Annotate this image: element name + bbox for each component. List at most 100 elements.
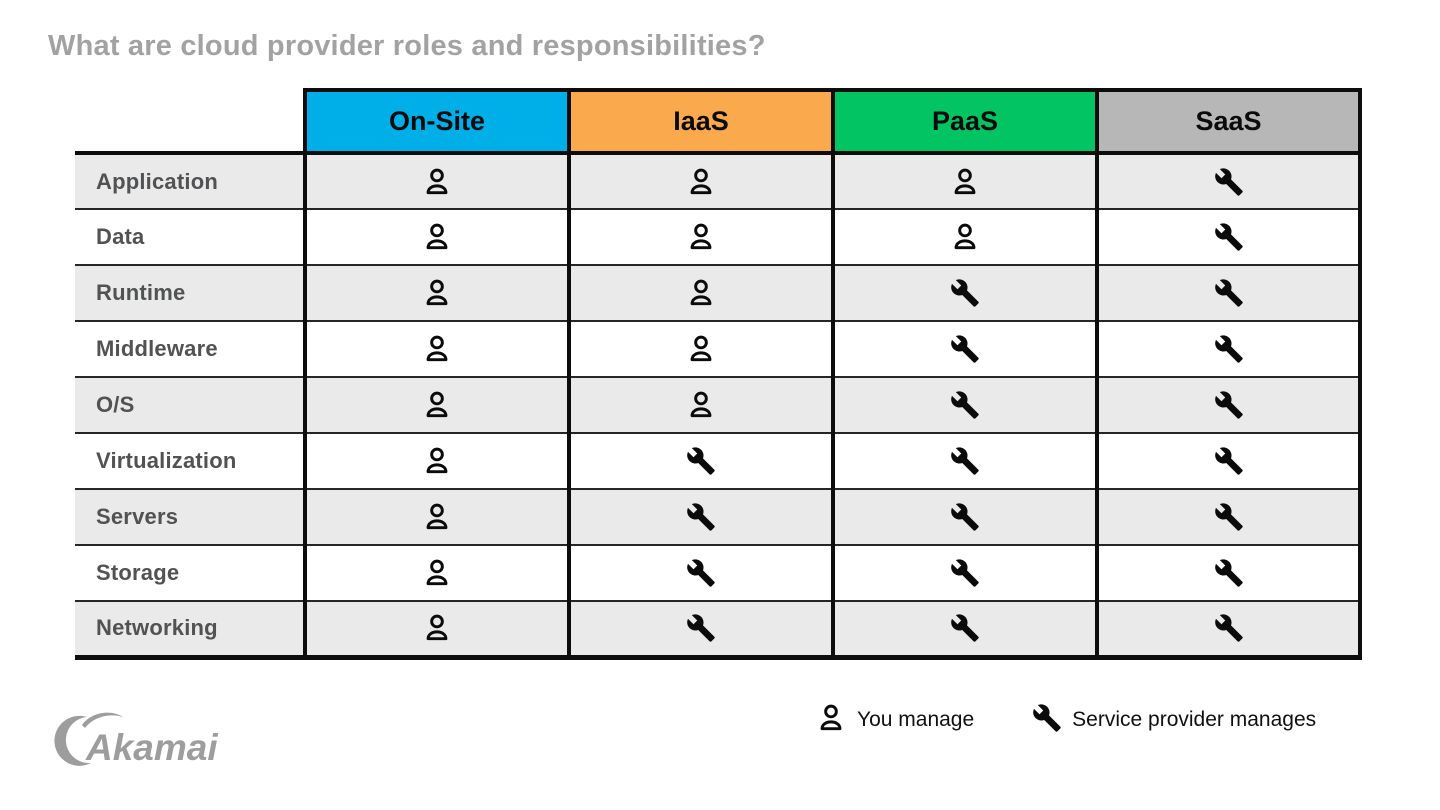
matrix-cell-provider-manage [1095,432,1362,489]
wrench-icon [1033,703,1061,732]
wrench-icon [951,335,979,363]
legend: You manage Service provider manages [815,700,1316,740]
svg-text:Akamai: Akamai [85,727,218,768]
row-label: Virtualization [75,432,305,489]
wrench-icon [951,559,979,587]
wrench-icon [951,447,979,475]
wrench-icon [951,614,979,642]
wrench-icon [951,391,979,419]
matrix-cell-provider-manage [831,320,1097,377]
matrix-cell-provider-manage [831,264,1097,321]
matrix-cell-provider-manage [831,432,1097,489]
row-label: Networking [75,600,305,660]
row-label: Servers [75,488,305,545]
person-icon [690,223,712,250]
matrix-cell-you-manage [303,151,569,209]
matrix-cell-you-manage [303,320,569,377]
matrix-cell-provider-manage [831,544,1097,601]
person-icon [426,391,448,418]
legend-label: You manage [857,708,975,731]
table-row: Runtime [75,264,1362,321]
table-row: Application [75,151,1362,209]
row-label: Data [75,208,305,265]
person-icon [426,559,448,586]
wrench-icon [687,503,715,531]
column-header-iaas: IaaS [567,88,835,155]
table-row: Virtualization [75,432,1362,489]
table-row: Networking [75,600,1362,660]
wrench-icon [687,614,715,642]
wrench-icon [1214,223,1243,251]
wrench-icon [951,279,979,307]
matrix-cell-provider-manage [567,432,833,489]
wrench-icon [687,447,715,475]
matrix-cell-you-manage [303,432,569,489]
akamai-logo: Akamai [46,704,221,775]
person-icon [426,168,448,194]
matrix-cell-provider-manage [1095,208,1362,265]
row-label: Application [75,151,305,209]
matrix-cell-provider-manage [1095,600,1362,660]
matrix-cell-provider-manage [567,600,833,660]
akamai-logo-graphic: Akamai [54,712,218,768]
matrix-cell-provider-manage [1095,488,1362,545]
person-icon-slot [815,702,847,739]
matrix-cell-provider-manage [1095,376,1362,433]
corner-spacer [75,90,305,153]
row-label: Storage [75,544,305,601]
column-header-onsite: On-Site [303,88,571,155]
row-label: Runtime [75,264,305,321]
person-icon [426,223,448,250]
matrix-cell-you-manage [303,208,569,265]
table-row: Storage [75,544,1362,601]
matrix-cell-provider-manage [1095,320,1362,377]
person-icon [690,391,712,418]
person-icon [426,335,448,362]
column-header-paas: PaaS [831,88,1099,155]
person-icon [954,223,976,250]
legend-item-provider-manages: Service provider manages [1032,703,1316,738]
matrix-cell-you-manage [303,376,569,433]
person-icon [690,168,712,194]
wrench-icon [1214,391,1243,419]
matrix-cell-you-manage [567,151,833,209]
page-title: What are cloud provider roles and respon… [48,30,766,62]
matrix-cell-you-manage [831,208,1097,265]
person-icon [426,447,448,474]
matrix-cell-you-manage [567,376,833,433]
person-icon [690,279,712,306]
person-icon [426,614,448,641]
person-icon [426,503,448,530]
matrix-cell-provider-manage [831,376,1097,433]
matrix-cell-you-manage [303,544,569,601]
table-row: O/S [75,376,1362,433]
person-icon [954,168,976,194]
matrix-cell-provider-manage [831,488,1097,545]
matrix-cell-provider-manage [1095,151,1362,209]
matrix-cell-you-manage [567,208,833,265]
wrench-icon [1214,614,1243,642]
column-header-saas: SaaS [1095,88,1362,155]
wrench-icon [687,559,715,587]
wrench-icon [1214,335,1243,363]
matrix-cell-you-manage [567,264,833,321]
wrench-icon [1214,559,1243,587]
matrix-cell-you-manage [303,600,569,660]
wrench-icon-slot [1032,703,1062,738]
responsibility-matrix-table: On-Site IaaS PaaS SaaS Application Data [75,88,1362,660]
matrix-cell-you-manage [567,320,833,377]
table-row: Data [75,208,1362,265]
legend-item-you-manage: You manage [815,702,974,739]
legend-label: Service provider manages [1072,708,1317,731]
wrench-icon [951,503,979,531]
matrix-cell-you-manage [303,488,569,545]
matrix-cell-provider-manage [567,488,833,545]
wrench-icon [1214,279,1243,307]
table-row: Servers [75,488,1362,545]
matrix-cell-provider-manage [831,600,1097,660]
table-body: Application Data Runtime [75,151,1362,660]
matrix-cell-provider-manage [567,544,833,601]
person-icon [426,279,448,306]
matrix-cell-you-manage [303,264,569,321]
